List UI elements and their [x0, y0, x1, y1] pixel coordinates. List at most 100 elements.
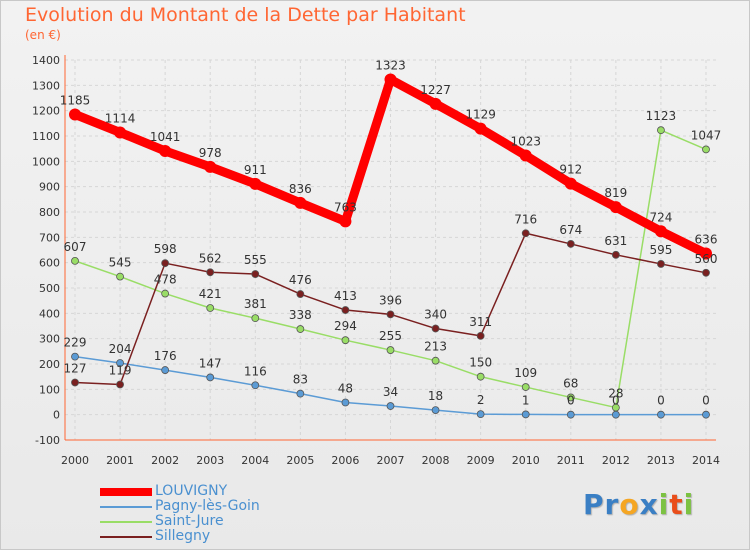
x-tick-label: 2013	[647, 454, 675, 467]
data-point	[566, 393, 575, 402]
data-label: 1123	[646, 109, 677, 123]
data-point	[71, 378, 79, 387]
data-label: 255	[379, 329, 402, 343]
data-label: 1185	[60, 93, 91, 107]
legend-label: Pagny-lès-Goin	[155, 498, 260, 514]
data-point	[609, 201, 622, 214]
data-point	[702, 410, 710, 419]
x-tick-label: 2003	[196, 454, 224, 467]
data-point	[521, 229, 530, 238]
legend-label: LOUVIGNY	[155, 483, 228, 499]
data-point	[476, 331, 485, 340]
data-point	[429, 97, 442, 110]
data-point	[702, 145, 710, 154]
data-point	[251, 381, 260, 390]
legend-swatch	[100, 506, 152, 508]
data-label: 213	[424, 340, 447, 354]
data-point	[341, 306, 350, 314]
data-label: 311	[469, 315, 492, 329]
data-point	[206, 373, 215, 382]
y-tick-label: 900	[39, 181, 60, 194]
x-tick-label: 2011	[557, 454, 585, 467]
logo-letter: x	[639, 488, 659, 521]
data-point	[386, 310, 395, 319]
data-label: 116	[244, 364, 267, 378]
data-point	[71, 256, 79, 265]
data-point	[386, 402, 395, 410]
data-label: 1227	[420, 83, 451, 97]
data-label: 28	[608, 387, 623, 401]
data-point	[249, 177, 262, 190]
logo-letter: t	[669, 488, 684, 521]
x-tick-label: 2014	[692, 454, 720, 467]
data-point	[476, 410, 485, 419]
data-label: 0	[612, 394, 620, 408]
data-label: 1047	[691, 128, 722, 142]
data-label: 0	[567, 394, 575, 408]
logo-letter: o	[619, 488, 640, 521]
x-tick-label: 2007	[377, 454, 405, 467]
data-label: 421	[199, 287, 222, 301]
data-labels: 229 204 176 147 116 83 48 34 18 2 1 0 0 0 0 607 545 478 42…	[60, 59, 722, 408]
data-label: 978	[199, 146, 222, 160]
data-label: 545	[109, 256, 132, 270]
data-label: 1129	[465, 108, 496, 122]
y-tick-label: 400	[39, 307, 60, 320]
y-tick-label: 1300	[32, 79, 60, 92]
data-point	[296, 325, 305, 333]
data-point	[71, 352, 79, 361]
data-point	[611, 403, 620, 412]
y-tick-label: -100	[35, 434, 60, 447]
axes: -100010020030040050060070080090010001100…	[32, 54, 720, 467]
data-label: 1023	[510, 135, 541, 149]
data-label: 119	[109, 364, 132, 378]
data-point	[476, 372, 485, 381]
data-point	[161, 366, 170, 374]
data-label: 1	[522, 393, 530, 407]
y-tick-label: 800	[39, 206, 60, 219]
logo-letter: i	[658, 488, 670, 521]
data-label: 478	[154, 273, 177, 287]
data-point	[521, 383, 530, 391]
y-tick-label: 300	[39, 333, 60, 346]
data-label: 0	[657, 394, 665, 408]
data-label: 413	[334, 289, 357, 303]
x-tick-label: 2005	[286, 454, 314, 467]
data-label: 562	[199, 251, 222, 265]
data-label: 176	[154, 349, 177, 363]
proxiti-logo: Proxiti	[583, 488, 694, 521]
legend-swatch	[100, 536, 152, 538]
data-label: 48	[338, 382, 353, 396]
data-label: 2	[477, 393, 485, 407]
data-point	[702, 268, 710, 277]
data-label: 595	[649, 243, 672, 257]
legend-label: Saint-Jure	[155, 513, 224, 529]
data-point	[296, 389, 305, 398]
data-label: 836	[289, 182, 312, 196]
data-label: 1041	[150, 130, 181, 144]
data-label: 34	[383, 385, 398, 399]
chart-subtitle: (en €)	[25, 28, 61, 42]
x-tick-label: 2006	[331, 454, 359, 467]
y-tick-label: 600	[39, 257, 60, 270]
data-label: 147	[199, 356, 222, 370]
data-point	[159, 144, 172, 157]
data-point	[161, 259, 170, 268]
data-point	[114, 126, 127, 139]
data-label: 716	[514, 212, 537, 226]
data-point	[116, 272, 124, 281]
logo-letter: r	[604, 488, 620, 521]
data-label: 229	[64, 336, 87, 350]
data-point	[251, 314, 260, 323]
data-point	[431, 356, 440, 365]
data-point	[339, 215, 352, 228]
data-point	[566, 240, 575, 248]
y-tick-label: 1000	[32, 155, 60, 168]
logo-letter: i	[683, 488, 695, 521]
data-point	[431, 406, 440, 415]
x-tick-label: 2001	[106, 454, 134, 467]
data-point	[296, 290, 305, 298]
data-point	[386, 346, 395, 354]
series-line-Saint-Jure	[74, 129, 707, 409]
